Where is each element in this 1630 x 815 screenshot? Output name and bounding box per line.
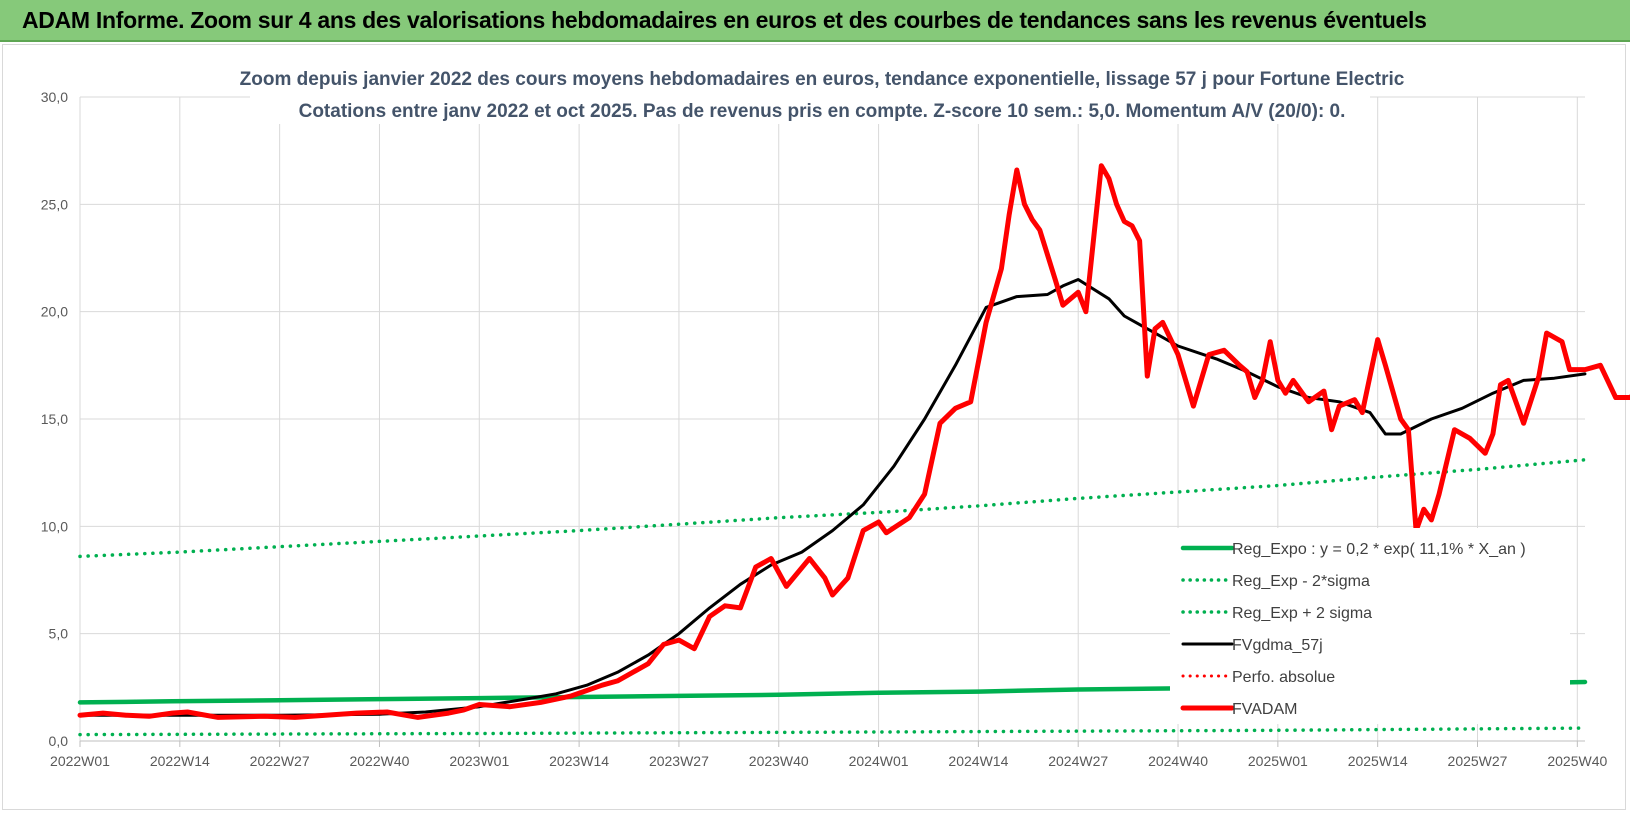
title-layer: Zoom depuis janvier 2022 des cours moyen… <box>240 58 1405 124</box>
y-tick-label: 5,0 <box>49 626 69 642</box>
x-tick-label: 2023W14 <box>549 753 609 769</box>
legend-label: FVgdma_57j <box>1232 637 1323 654</box>
x-tick-label: 2024W40 <box>1148 753 1208 769</box>
x-tick-label: 2022W40 <box>349 753 409 769</box>
x-tick-label: 2023W27 <box>649 753 709 769</box>
x-tick-label: 2022W27 <box>250 753 310 769</box>
tick-layer: 0,0 5,0 10,0 15,0 20,0 25,0 30,0 2022W01 2022W14… <box>41 89 1608 769</box>
legend: Reg_Expo : y = 0,2 * exp( 11,1% * X_an )… <box>1170 528 1570 724</box>
y-tick-label: 10,0 <box>41 518 68 534</box>
x-tick-label: 2024W14 <box>948 753 1008 769</box>
banner: ADAM Informe. Zoom sur 4 ans des valoris… <box>0 0 1630 42</box>
x-tick-label: 2025W01 <box>1248 753 1308 769</box>
banner-title: ADAM Informe. Zoom sur 4 ans des valoris… <box>22 7 1427 33</box>
y-tick-label: 30,0 <box>41 89 68 105</box>
x-tick-label: 2024W27 <box>1048 753 1108 769</box>
x-tick-label: 2024W01 <box>849 753 909 769</box>
legend-label: Reg_Expo : y = 0,2 * exp( 11,1% * X_an ) <box>1232 541 1526 558</box>
series-line-3 <box>78 278 1587 717</box>
x-tick-label: 2025W40 <box>1547 753 1607 769</box>
series-line-5 <box>77 163 1630 720</box>
y-tick-label: 0,0 <box>49 733 69 749</box>
x-tick-label: 2022W01 <box>50 753 110 769</box>
chart-frame <box>2 44 1626 810</box>
x-tick-label: 2023W40 <box>749 753 809 769</box>
legend-background <box>1170 528 1570 724</box>
legend-label: Reg_Exp - 2*sigma <box>1232 573 1370 590</box>
legend-label: Perfo. absolue <box>1232 669 1335 686</box>
x-tick-label: 2025W14 <box>1348 753 1408 769</box>
x-tick-label: 2022W14 <box>150 753 210 769</box>
legend-label: Reg_Exp + 2 sigma <box>1232 605 1372 622</box>
y-tick-label: 25,0 <box>41 196 68 212</box>
title-background <box>250 58 1370 124</box>
chart-title: Zoom depuis janvier 2022 des cours moyen… <box>240 69 1405 90</box>
legend-label: FVADAM <box>1232 701 1297 718</box>
y-tick-label: 20,0 <box>41 304 68 320</box>
series-line-2 <box>78 458 1587 559</box>
chart-subtitle: Cotations entre janv 2022 et oct 2025. P… <box>299 101 1346 122</box>
series-line-1 <box>78 726 1587 737</box>
y-tick-label: 15,0 <box>41 411 68 427</box>
x-tick-label: 2025W27 <box>1448 753 1508 769</box>
x-tick-label: 2023W01 <box>449 753 509 769</box>
